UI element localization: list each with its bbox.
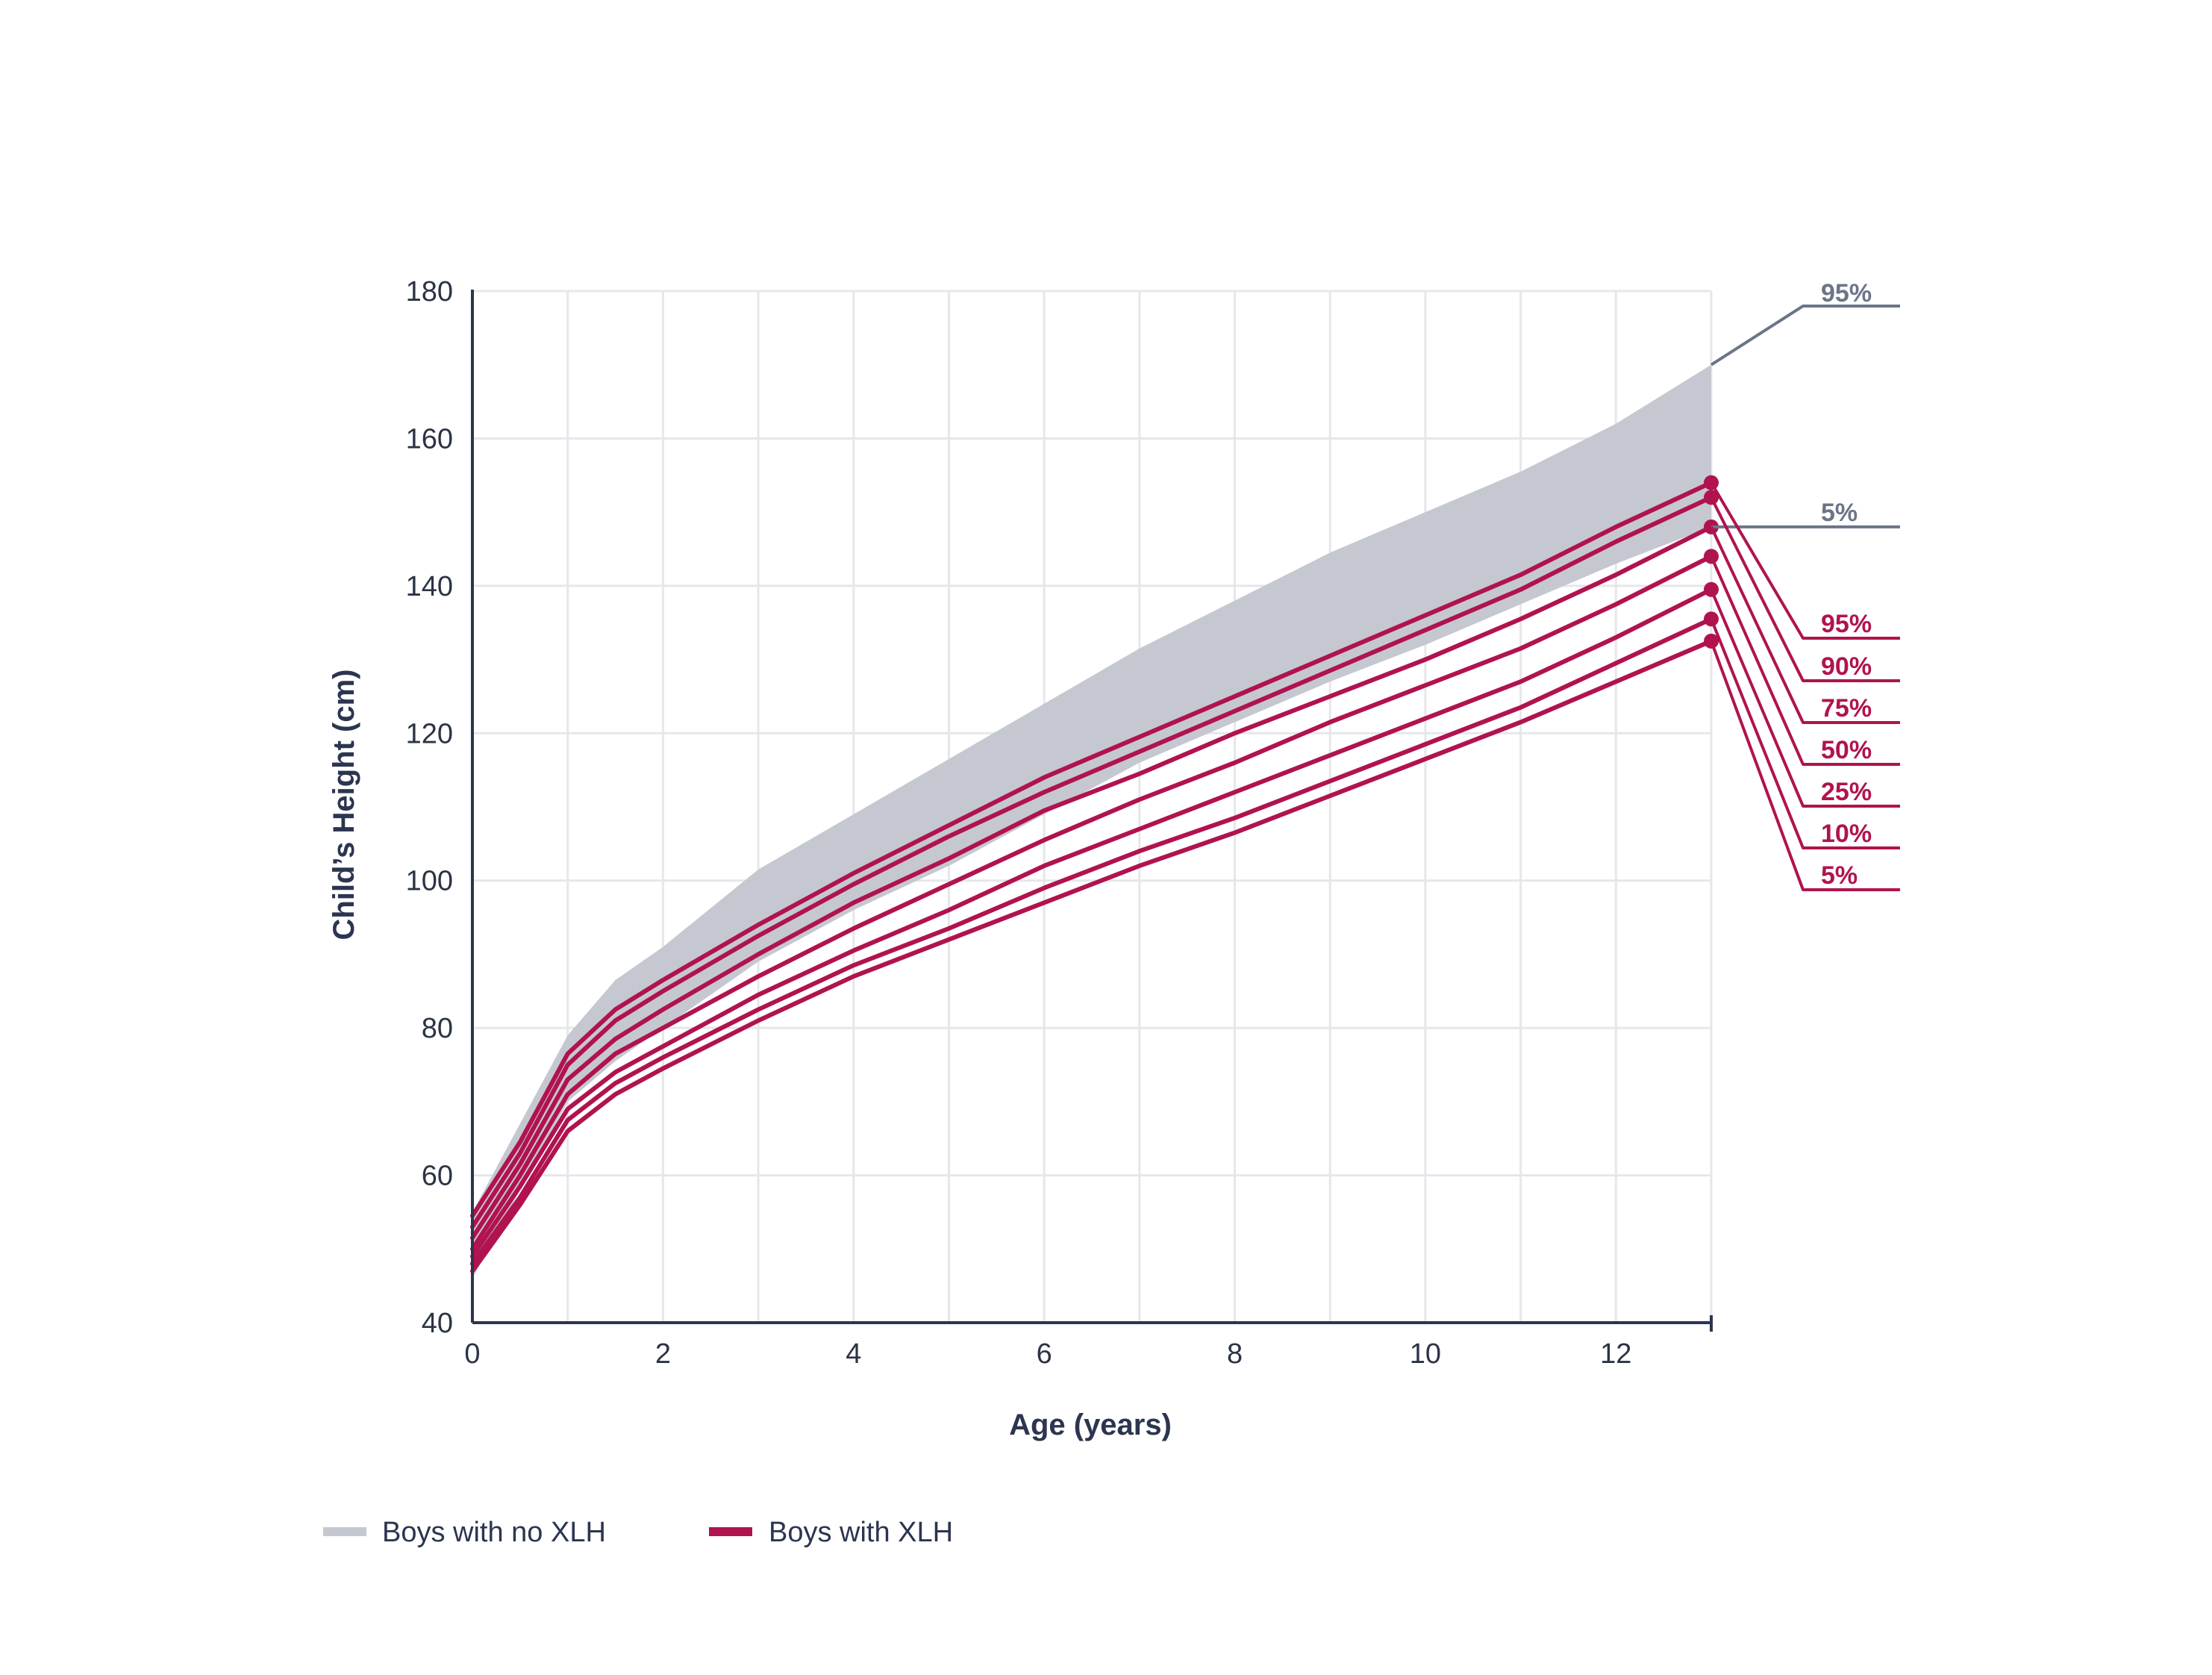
x-tick-label: 6: [1037, 1338, 1052, 1370]
x-tick-label: 2: [655, 1338, 671, 1370]
callout-leader-xlh-90pct: [1710, 496, 1900, 682]
y-axis-title: Child’s Height (cm): [328, 670, 360, 941]
xlh-series-line-25pct: [470, 587, 1713, 1259]
x-axis-title: Age (years): [1009, 1409, 1172, 1441]
y-tick-label: 40: [422, 1308, 453, 1339]
legend-item-xlh: Boys with XLH: [709, 1517, 953, 1548]
reference-band-layer: [472, 364, 1711, 1279]
xlh-series-line-50pct: [470, 554, 1713, 1252]
x-tick-label: 12: [1600, 1338, 1631, 1370]
x-tick-label: 0: [464, 1338, 480, 1370]
y-tick-label: 120: [406, 718, 453, 749]
callout-leader-xlh-75pct: [1710, 526, 1900, 724]
y-tick-label: 60: [422, 1161, 453, 1192]
xlh-series-line-95pct: [470, 480, 1713, 1218]
xlh-series-line-5pct: [470, 638, 1713, 1273]
y-tick-label: 160: [406, 423, 453, 455]
callout-leader-xlh-5pct: [1710, 640, 1900, 891]
callout-label-band-upper: 95%: [1821, 279, 1872, 308]
legend: Boys with no XLH Boys with XLH: [323, 1517, 953, 1548]
axes: 0 2 4 6 8 10 12 40 60 80 100 120 140 160 180: [406, 276, 1713, 1370]
legend-item-no-xlh: Boys with no XLH: [323, 1517, 606, 1548]
callout-label-xlh-10pct: 10%: [1821, 820, 1872, 848]
callout-label-xlh-25pct: 25%: [1821, 778, 1872, 806]
callout-leader-xlh-95pct: [1710, 481, 1900, 640]
callout-leader-xlh-50pct: [1710, 555, 1900, 766]
callout-label-xlh-90pct: 90%: [1821, 652, 1872, 681]
callout-leader-xlh-10pct: [1710, 618, 1900, 849]
x-tick-label: 10: [1410, 1338, 1441, 1370]
grid-lines: [472, 290, 1713, 1323]
legend-label-xlh: Boys with XLH: [769, 1517, 953, 1548]
legend-label-no-xlh: Boys with no XLH: [382, 1517, 606, 1548]
x-tick-label: 8: [1227, 1338, 1243, 1370]
reference-band-no-xlh: [472, 364, 1711, 1279]
callout-label-xlh-75pct: 75%: [1821, 694, 1872, 723]
legend-swatch-no-xlh: [323, 1527, 366, 1536]
callout-leader-band-upper: [1710, 305, 1900, 366]
callout-label-band-lower: 5%: [1821, 499, 1858, 527]
y-tick-label: 100: [406, 866, 453, 897]
y-tick-label: 140: [406, 571, 453, 602]
legend-swatch-xlh: [709, 1527, 752, 1536]
callout-label-xlh-5pct: 5%: [1821, 861, 1858, 890]
xlh-series-line-90pct: [470, 495, 1713, 1229]
xlh-series-line-10pct: [470, 617, 1713, 1267]
x-tick-label: 4: [846, 1338, 861, 1370]
callout-label-xlh-95pct: 95%: [1821, 610, 1872, 638]
y-tick-label: 180: [406, 276, 453, 308]
callout-leader-xlh-25pct: [1710, 589, 1900, 808]
callouts: 95% 5% 95% 90% 75% 50% 25% 10% 5%: [1710, 279, 1900, 891]
xlh-series-line-75pct: [470, 524, 1713, 1241]
y-tick-label: 80: [422, 1013, 453, 1044]
callout-label-xlh-50pct: 50%: [1821, 736, 1872, 764]
